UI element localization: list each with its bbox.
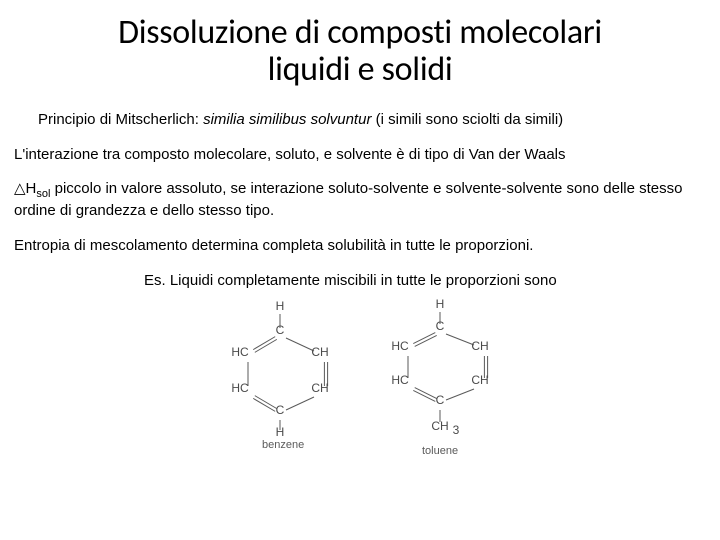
example-line: Es. Liquidi completamente miscibili in t…	[144, 272, 706, 291]
svg-text:H: H	[436, 298, 445, 311]
interaction-line: L'interazione tra composto molecolare, s…	[14, 146, 706, 165]
entropy-line: Entropia di mescolamento determina compl…	[14, 237, 706, 256]
enthalpy-line: △Hsol piccolo in valore assoluto, se int…	[14, 180, 706, 221]
svg-text:H: H	[276, 299, 285, 313]
svg-text:H: H	[276, 425, 285, 439]
svg-text:CH: CH	[471, 373, 488, 387]
slide-title: Dissoluzione di composti molecolari liqu…	[0, 0, 720, 89]
svg-text:3: 3	[453, 423, 460, 437]
svg-text:HC: HC	[391, 339, 409, 353]
title-line-1: Dissoluzione di composti molecolari	[118, 12, 602, 53]
delta-h: △H	[14, 180, 36, 197]
delta-h-sub: sol	[36, 188, 50, 200]
svg-text:HC: HC	[231, 345, 249, 359]
molecule-diagram: HCHCCHHCCHCHbenzeneHCHCCHHCCHCCH3toluene	[200, 298, 520, 458]
svg-text:C: C	[436, 393, 445, 407]
svg-text:HC: HC	[231, 381, 249, 395]
svg-text:CH: CH	[311, 381, 328, 395]
svg-text:HC: HC	[391, 373, 409, 387]
p3-suffix: piccolo in valore assoluto, se interazio…	[14, 180, 682, 219]
svg-text:CH: CH	[311, 345, 328, 359]
svg-text:C: C	[276, 323, 285, 337]
p1-italic: similia similibus solvuntur	[203, 111, 371, 128]
svg-text:CH: CH	[431, 419, 448, 433]
p1-prefix: Principio di Mitscherlich:	[38, 111, 203, 128]
svg-text:CH: CH	[471, 339, 488, 353]
molecule-diagram-wrap: HCHCCHHCCHCHbenzeneHCHCCHHCCHCCH3toluene	[14, 298, 706, 463]
svg-text:benzene: benzene	[262, 439, 304, 451]
svg-text:C: C	[276, 403, 285, 417]
svg-text:toluene: toluene	[422, 445, 458, 457]
principle-line: Principio di Mitscherlich: similia simil…	[38, 111, 706, 130]
title-line-2: liquidi e solidi	[268, 49, 453, 90]
svg-text:C: C	[436, 319, 445, 333]
slide-body: Principio di Mitscherlich: similia simil…	[0, 89, 720, 464]
slide: Dissoluzione di composti molecolari liqu…	[0, 0, 720, 540]
p1-suffix: (i simili sono sciolti da simili)	[371, 111, 563, 128]
